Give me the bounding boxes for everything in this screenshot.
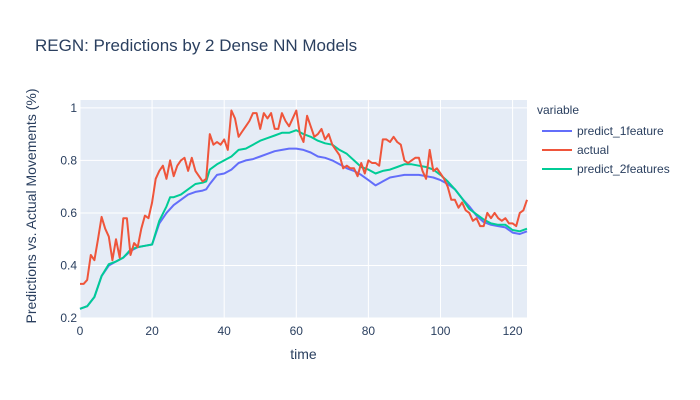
x-ticks: 0 20 40 60 80 100 120 <box>77 324 523 338</box>
x-tick-label: 100 <box>430 324 450 338</box>
y-axis-title: Predictions vs. Actual Movements (%) <box>23 89 39 324</box>
chart-title: REGN: Predictions by 2 Dense NN Models <box>35 36 357 55</box>
x-axis-title: time <box>290 346 317 362</box>
x-tick-label: 40 <box>218 324 232 338</box>
legend-label-predict_1feature: predict_1feature <box>577 124 664 138</box>
x-tick-label: 120 <box>503 324 523 338</box>
y-ticks: 0.2 0.4 0.6 0.8 1 <box>60 101 77 325</box>
legend-title: variable <box>537 103 579 117</box>
y-tick-label: 0.6 <box>60 206 77 220</box>
x-tick-label: 80 <box>362 324 376 338</box>
series-line-actual <box>80 109 528 285</box>
x-tick-label: 0 <box>77 324 84 338</box>
legend-label-actual: actual <box>577 143 609 157</box>
x-tick-label: 60 <box>290 324 304 338</box>
y-tick-label: 0.8 <box>60 153 77 167</box>
y-tick-label: 1 <box>70 101 77 115</box>
legend-label-predict_2features: predict_2features <box>577 162 670 176</box>
series-layer <box>79 109 528 310</box>
grid <box>79 100 527 319</box>
plot-background <box>80 100 527 318</box>
y-tick-label: 0.4 <box>60 258 77 272</box>
series-line-predict_2features <box>79 129 528 310</box>
y-tick-label: 0.2 <box>60 311 77 325</box>
x-tick-label: 20 <box>145 324 159 338</box>
